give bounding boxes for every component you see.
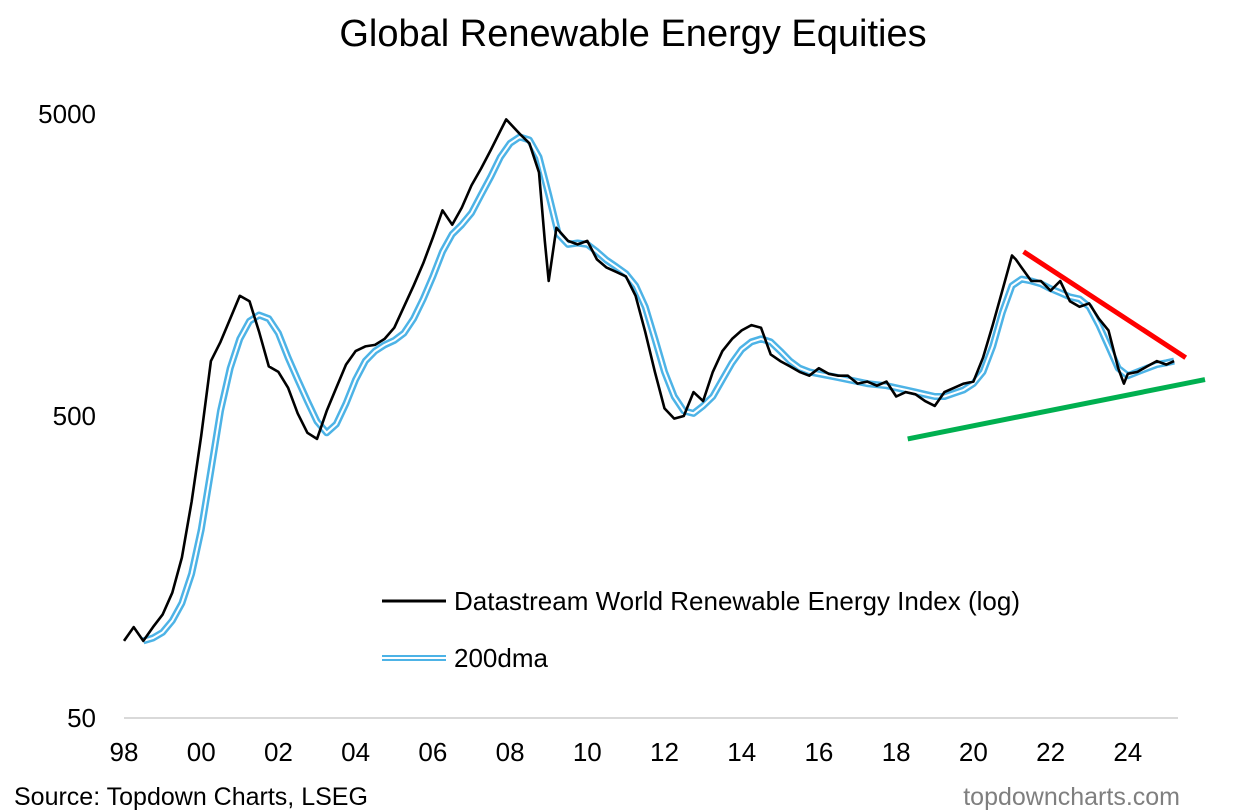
y-tick-label-1: 500 (53, 401, 96, 431)
trendlines (907, 249, 1206, 442)
plot-area (122, 118, 1175, 645)
x-axis: 98 00 02 04 06 08 10 12 14 16 18 20 22 24 (110, 737, 1143, 767)
x-tick-label-5: 08 (496, 737, 525, 767)
x-tick-label-2: 02 (264, 737, 293, 767)
series-index-line (122, 118, 1175, 643)
x-tick-label-4: 06 (418, 737, 447, 767)
y-tick-label-2: 5000 (38, 99, 96, 129)
series-200dma-line-inner (143, 135, 1175, 642)
x-tick-label-3: 04 (341, 737, 370, 767)
y-axis: 50 500 5000 (38, 99, 96, 733)
x-tick-label-1: 00 (187, 737, 216, 767)
legend-label-dma: 200dma (454, 643, 548, 673)
website-watermark: topdowncharts.com (963, 783, 1180, 811)
x-tick-label-11: 20 (959, 737, 988, 767)
x-tick-label-6: 10 (573, 737, 602, 767)
source-note: Source: Topdown Charts, LSEG (14, 783, 368, 811)
trendline-resistance (1022, 249, 1188, 360)
legend: Datastream World Renewable Energy Index … (382, 586, 1020, 673)
x-tick-label-13: 24 (1113, 737, 1142, 767)
x-tick-label-10: 18 (882, 737, 911, 767)
trendline-support (907, 377, 1206, 442)
x-tick-label-0: 98 (110, 737, 139, 767)
y-tick-label-0: 50 (67, 703, 96, 733)
chart-title: Global Renewable Energy Equities (339, 13, 926, 55)
legend-label-index: Datastream World Renewable Energy Index … (454, 586, 1020, 616)
x-tick-label-8: 14 (727, 737, 756, 767)
x-tick-label-9: 16 (804, 737, 833, 767)
x-tick-label-7: 12 (650, 737, 679, 767)
x-tick-label-12: 22 (1036, 737, 1065, 767)
